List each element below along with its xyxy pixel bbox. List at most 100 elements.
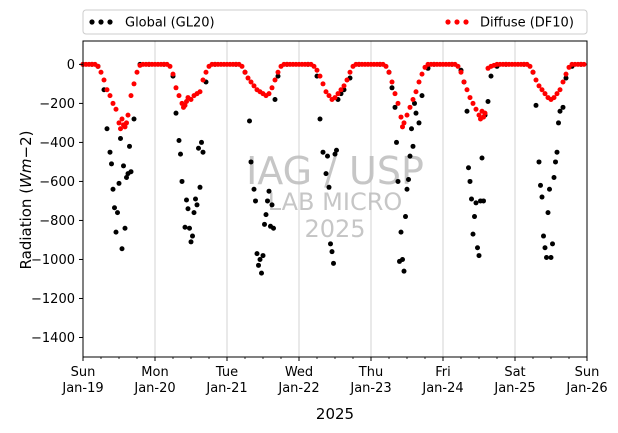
global-point-49 (253, 198, 258, 204)
global-point-107 (464, 108, 470, 114)
global-point-131 (542, 245, 548, 251)
global-point-134 (547, 186, 552, 192)
series-diffuse-points (80, 61, 587, 132)
global-point-38 (196, 145, 201, 151)
global-point-61 (271, 225, 276, 231)
diffuse-point-39 (184, 98, 189, 104)
global-point-84 (389, 85, 395, 91)
global-point-91 (401, 268, 407, 274)
global-point-40 (199, 139, 204, 145)
global-point-57 (265, 198, 270, 204)
global-point-128 (538, 182, 543, 188)
y-tick-label-0: 0 (67, 58, 75, 73)
diffuse-point-21 (134, 69, 140, 75)
global-point-36 (193, 196, 198, 202)
global-point-4 (104, 126, 110, 132)
global-point-141 (557, 108, 563, 114)
legend-marker-diffuse (445, 19, 469, 25)
global-point-115 (476, 253, 482, 259)
global-point-112 (472, 214, 477, 220)
global-point-7 (110, 186, 116, 192)
global-point-114 (475, 245, 480, 251)
global-point-87 (395, 178, 401, 184)
diffuse-point-59 (242, 69, 248, 75)
diffuse-point-7 (101, 77, 107, 83)
global-point-90 (400, 256, 405, 262)
global-point-6 (109, 161, 114, 167)
diffuse-point-45 (200, 77, 206, 83)
global-point-55 (262, 221, 267, 227)
diffuse-point-87 (326, 93, 332, 99)
diffuse-point-44 (197, 89, 203, 95)
diffuse-point-18 (125, 112, 131, 118)
global-point-63 (275, 73, 281, 79)
diffuse-point-61 (248, 79, 254, 85)
x-tick-date-0: Jan-19 (61, 381, 103, 396)
diffuse-point-67 (266, 91, 272, 97)
global-point-67 (317, 116, 323, 122)
global-point-8 (112, 205, 117, 211)
watermark-line2: LAB MICRO (268, 188, 403, 216)
x-tick-date-4: Jan-23 (349, 381, 391, 396)
y-title-prefix: Radiation ( (17, 188, 35, 270)
diffuse-point-138 (476, 112, 482, 118)
x-tick-date-3: Jan-22 (277, 381, 319, 396)
diffuse-point-90 (335, 91, 341, 97)
global-point-25 (173, 110, 179, 116)
diffuse-point-83 (314, 67, 320, 73)
diffuse-point-20 (131, 81, 137, 87)
global-point-111 (470, 231, 476, 237)
legend-label-global: Global (GL20) (125, 16, 215, 31)
global-point-95 (407, 153, 413, 159)
diffuse-point-9 (107, 93, 113, 99)
diffuse-point-117 (413, 89, 419, 95)
global-point-37 (194, 202, 200, 208)
x-tick-day-0: Sun (71, 365, 96, 380)
global-point-76 (334, 147, 339, 153)
global-point-100 (416, 120, 422, 126)
global-point-35 (191, 210, 197, 216)
global-point-47 (248, 159, 254, 165)
global-point-74 (331, 260, 336, 266)
global-point-85 (392, 104, 398, 110)
global-point-60 (269, 202, 275, 208)
diffuse-point-35 (176, 93, 182, 99)
global-point-10 (115, 210, 120, 216)
diffuse-point-108 (389, 79, 395, 85)
diffuse-point-82 (311, 63, 317, 69)
diffuse-point-86 (323, 89, 329, 95)
diffuse-point-112 (400, 124, 405, 130)
x-tick-date-2: Jan-21 (205, 381, 247, 396)
x-tick-day-6: Sat (504, 365, 525, 380)
global-point-117 (479, 155, 485, 161)
global-point-34 (190, 233, 195, 239)
diffuse-point-8 (104, 87, 110, 93)
watermark-line3: 2025 (304, 215, 365, 243)
diffuse-point-137 (473, 106, 479, 112)
global-point-130 (541, 233, 546, 239)
global-point-30 (184, 197, 189, 203)
global-point-136 (550, 241, 555, 247)
global-point-121 (488, 73, 494, 79)
diffuse-point-113 (401, 120, 407, 126)
diffuse-point-135 (467, 95, 473, 101)
diffuse-point-134 (464, 87, 470, 93)
diffuse-point-158 (530, 69, 536, 75)
global-point-142 (560, 104, 566, 110)
legend-marker-global (89, 19, 113, 25)
global-point-68 (320, 149, 326, 155)
diffuse-point-12 (116, 120, 122, 126)
diffuse-point-106 (383, 63, 389, 69)
y-tick-label-3: −600 (39, 175, 75, 190)
diffuse-point-10 (110, 100, 116, 106)
global-point-99 (413, 110, 419, 116)
x-tick-day-1: Mon (141, 365, 168, 380)
global-point-32 (187, 225, 192, 231)
x-tick-date-6: Jan-25 (493, 381, 535, 396)
diffuse-point-119 (419, 71, 425, 77)
diffuse-point-70 (275, 69, 281, 75)
global-point-98 (412, 100, 417, 106)
diffuse-point-41 (188, 97, 194, 103)
global-point-137 (551, 175, 557, 181)
